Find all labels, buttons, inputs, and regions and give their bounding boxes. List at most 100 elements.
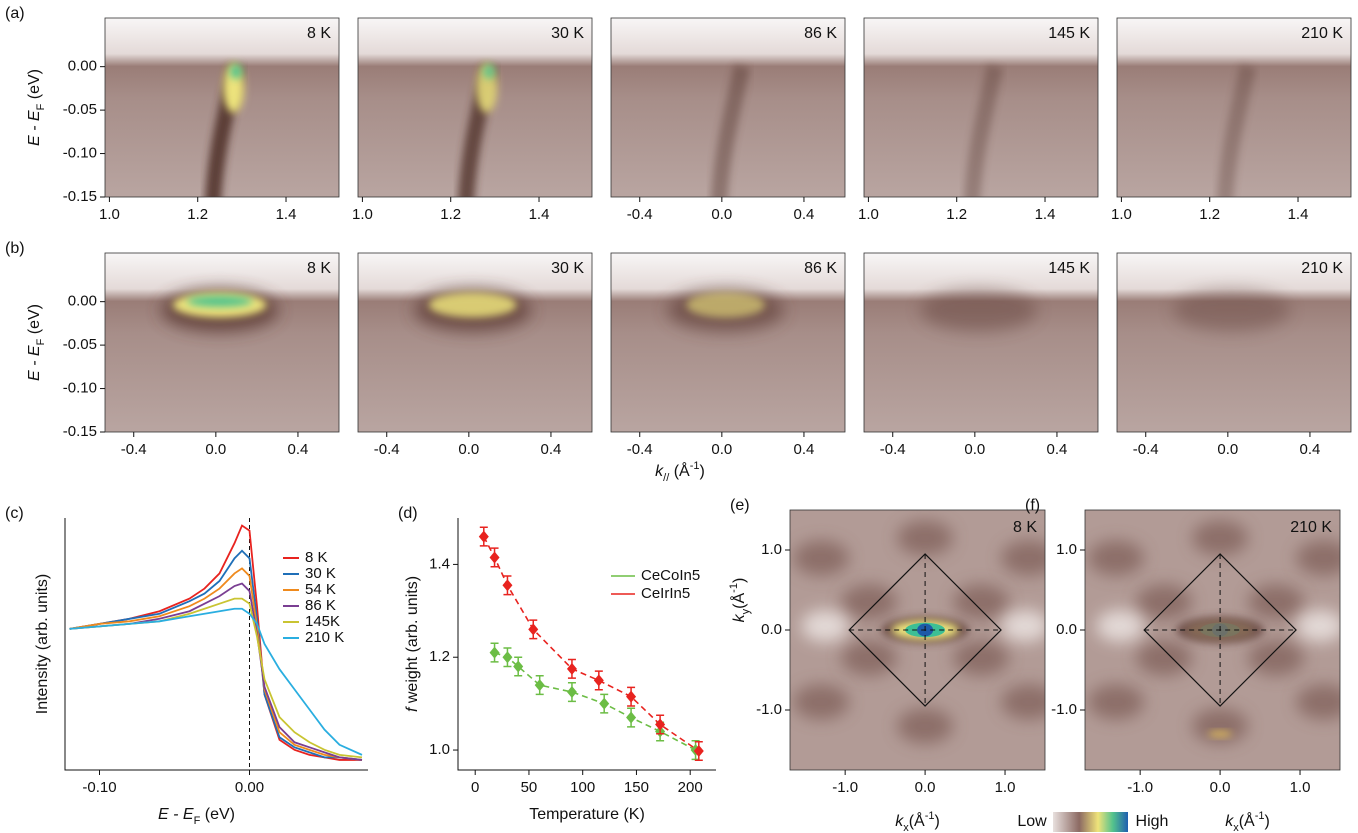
texture-light (1001, 610, 1045, 642)
y-tick-label: 0.00 (68, 58, 97, 75)
data-point (513, 660, 524, 673)
band-peak (230, 64, 242, 79)
y-tick-label: 0.0 (761, 621, 782, 638)
x-tick-label: 1.2 (1199, 206, 1220, 223)
temperature-label: 145 K (1048, 25, 1090, 42)
y-axis-label: E - EF (eV) (26, 69, 47, 146)
x-axis-label-part: k (1225, 813, 1234, 830)
temperature-label: 145 K (1048, 260, 1090, 277)
colorbar (1053, 812, 1128, 832)
panel-label: (b) (5, 240, 25, 257)
spectrum-image (105, 253, 339, 432)
texture (897, 520, 954, 556)
data-point (566, 686, 577, 699)
x-tick-label: 0.0 (711, 441, 732, 458)
y-tick-label: -1.0 (756, 701, 782, 718)
spectrum-image (864, 18, 1098, 197)
legend-label: CeIrIn5 (641, 585, 690, 602)
x-tick-label: -0.4 (627, 441, 653, 458)
x-axis-label-part: (eV) (200, 806, 235, 823)
band-glow (428, 292, 517, 318)
image-bg (864, 253, 1098, 432)
x-tick-label: 1.2 (187, 206, 208, 223)
data-point (655, 718, 666, 731)
y-axis-label-part: E (26, 370, 43, 381)
x-axis-label-part: // (663, 472, 670, 484)
y-tick-label: -0.15 (63, 188, 97, 205)
data-point (528, 623, 539, 636)
spectrum-image (358, 18, 592, 197)
texture (1136, 640, 1193, 676)
band-halo (1173, 288, 1291, 332)
y-tick-label: 1.4 (429, 555, 450, 572)
y-axis-label-part: - E (26, 345, 43, 370)
x-tick-label: 1.2 (440, 206, 461, 223)
texture (793, 684, 850, 720)
x-tick-label: 0.4 (541, 441, 562, 458)
y-axis-label-part: k (731, 613, 748, 622)
temperature-label: 210 K (1290, 519, 1332, 536)
y-axis-label-part: (eV) (26, 69, 43, 104)
x-axis-label: E - EF (eV) (158, 806, 235, 827)
x-tick-label: 1.0 (858, 206, 879, 223)
y-axis-label-part: E (26, 135, 43, 146)
texture (1296, 684, 1340, 720)
x-tick-label: -0.10 (82, 779, 116, 796)
band-glow (686, 292, 765, 318)
series-line (69, 549, 363, 761)
y-axis-label: E - EF (eV) (26, 304, 47, 381)
zone-axes (1144, 554, 1297, 706)
x-axis-label: k// (Å-1) (655, 460, 705, 484)
texture (1001, 684, 1045, 720)
legend-label: 30 K (305, 565, 336, 582)
y-tick-label: -1.0 (1051, 701, 1077, 718)
texture (1296, 540, 1340, 576)
texture (1248, 640, 1305, 676)
temperature-label: 210 K (1301, 260, 1343, 277)
data-point (502, 651, 513, 664)
x-tick-label: 1.4 (276, 206, 297, 223)
x-tick-label: -0.4 (374, 441, 400, 458)
x-axis-label-part: -1 (690, 460, 700, 472)
x-axis-label-part: - E (169, 806, 194, 823)
x-tick-label: 0.4 (794, 206, 815, 223)
x-tick-label: 0.0 (205, 441, 226, 458)
x-axis-label: Temperature (K) (529, 806, 645, 823)
x-tick-label: 50 (521, 779, 538, 796)
y-tick-label: -0.15 (63, 423, 97, 440)
series-line (69, 524, 362, 761)
x-tick-label: 0.4 (794, 441, 815, 458)
texture (1248, 584, 1305, 620)
x-tick-label: 1.0 (1290, 779, 1311, 796)
y-axis-label-part: (eV) (26, 304, 43, 339)
panel-label: (c) (5, 505, 24, 522)
frame (1116, 252, 1352, 433)
band (711, 64, 751, 197)
x-axis-label-part: ) (700, 463, 705, 480)
colorbar-high: High (1136, 813, 1169, 830)
band (1217, 64, 1257, 197)
frame (357, 17, 593, 198)
y-tick-label: -0.05 (63, 336, 97, 353)
data-point (693, 744, 704, 757)
texture (841, 640, 898, 676)
x-tick-label: 1.0 (99, 206, 120, 223)
y-axis-label-part: -1 (728, 583, 740, 593)
legend-label: 210 K (305, 629, 344, 646)
x-axis-label-part: -1 (1255, 810, 1265, 822)
data-point (489, 646, 500, 659)
x-axis-label-part: (Å (669, 461, 690, 480)
legend-label: 145K (305, 613, 340, 630)
texture (1088, 540, 1145, 576)
panel-label: (a) (5, 5, 25, 22)
x-tick-label: 0.4 (1300, 441, 1321, 458)
x-tick-label: 100 (570, 779, 595, 796)
x-axis-label-part: -1 (925, 810, 935, 822)
x-tick-label: 1.0 (995, 779, 1016, 796)
x-tick-label: 0.0 (964, 441, 985, 458)
texture-light (1296, 610, 1340, 642)
texture (1136, 584, 1193, 620)
y-axis-label-part: f (404, 706, 421, 712)
legend-label: 54 K (305, 581, 336, 598)
